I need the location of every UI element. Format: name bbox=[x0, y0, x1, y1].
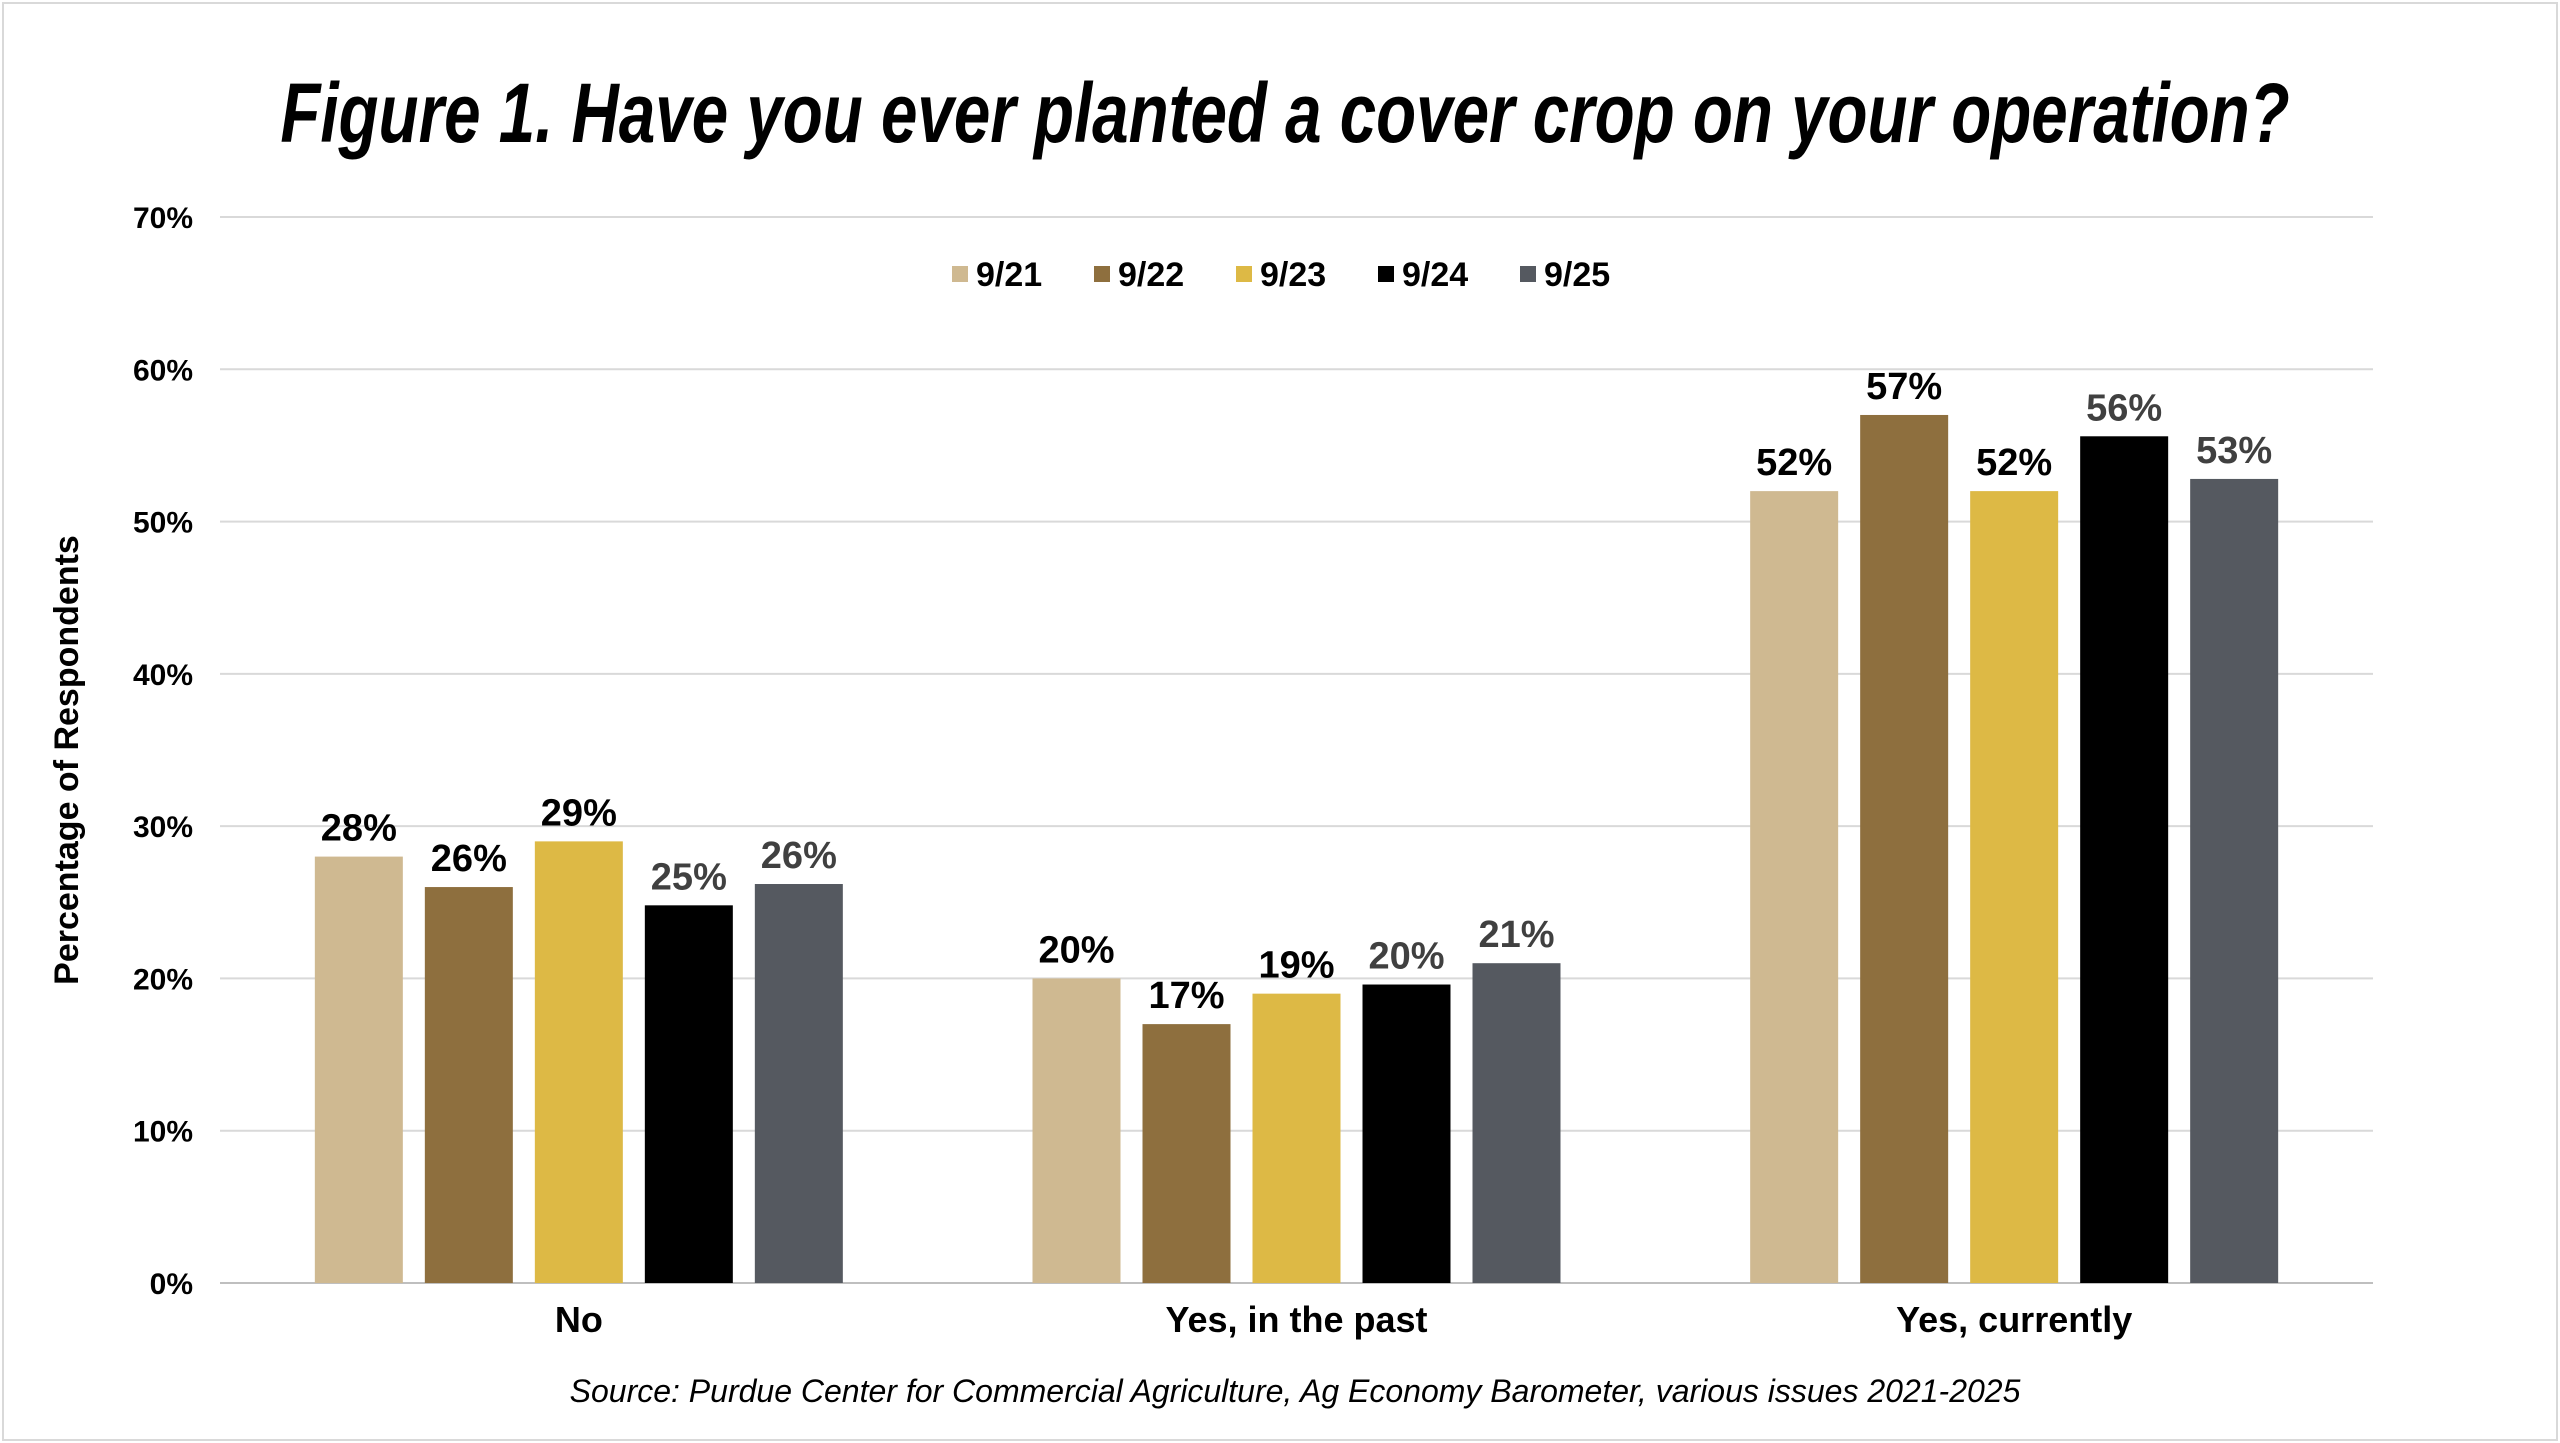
legend: 9/21 9/22 9/23 9/24 9/25 bbox=[952, 256, 1610, 294]
data-label: 52% bbox=[1976, 442, 2052, 484]
legend-swatch bbox=[1520, 266, 1536, 282]
y-tick-label: 70% bbox=[133, 202, 193, 235]
data-label: 20% bbox=[1368, 936, 1444, 978]
data-label: 56% bbox=[2086, 387, 2162, 429]
data-label: 57% bbox=[1866, 366, 1942, 408]
bar bbox=[534, 841, 623, 1283]
bar bbox=[754, 884, 843, 1283]
data-label: 52% bbox=[1756, 442, 1832, 484]
bar bbox=[644, 905, 733, 1283]
legend-label: 9/22 bbox=[1118, 256, 1184, 294]
data-label: 25% bbox=[651, 856, 727, 898]
x-category-label: No bbox=[555, 1299, 603, 1340]
data-label: 26% bbox=[431, 838, 507, 880]
bar bbox=[1252, 993, 1341, 1283]
y-tick-label: 0% bbox=[150, 1268, 193, 1301]
bar bbox=[2080, 436, 2169, 1283]
x-category-label: Yes, currently bbox=[1896, 1299, 2132, 1340]
legend-swatch bbox=[1094, 266, 1110, 282]
y-tick-label: 10% bbox=[133, 1116, 193, 1149]
bar bbox=[2190, 478, 2279, 1284]
legend-label: 9/23 bbox=[1260, 256, 1326, 294]
data-label: 21% bbox=[1478, 914, 1554, 956]
x-category-label: Yes, in the past bbox=[1165, 1299, 1427, 1340]
data-label: 53% bbox=[2196, 430, 2272, 472]
bar bbox=[1860, 414, 1949, 1283]
legend-label: 9/21 bbox=[976, 256, 1042, 294]
chart-title: Figure 1. Have you ever planted a cover … bbox=[280, 66, 2289, 160]
bar bbox=[314, 856, 403, 1283]
bar bbox=[1032, 978, 1121, 1283]
source-note: Source: Purdue Center for Commercial Agr… bbox=[570, 1373, 2021, 1409]
data-label: 17% bbox=[1148, 975, 1224, 1017]
legend-swatch bbox=[1236, 266, 1252, 282]
y-tick-label: 50% bbox=[133, 507, 193, 540]
data-label: 19% bbox=[1258, 945, 1334, 987]
bar bbox=[1750, 491, 1839, 1284]
y-tick-label: 40% bbox=[133, 659, 193, 692]
bar bbox=[1362, 984, 1451, 1283]
y-tick-label: 60% bbox=[133, 354, 193, 387]
y-axis-label: Percentage of Respondents bbox=[48, 535, 86, 985]
y-tick-label: 30% bbox=[133, 811, 193, 844]
bar bbox=[1472, 963, 1561, 1283]
bar bbox=[1970, 491, 2059, 1284]
bar bbox=[424, 887, 513, 1283]
data-label: 28% bbox=[321, 808, 397, 850]
legend-swatch bbox=[1378, 266, 1394, 282]
data-label: 20% bbox=[1038, 929, 1114, 971]
data-label: 29% bbox=[541, 792, 617, 834]
bar bbox=[1142, 1024, 1231, 1283]
y-tick-label: 20% bbox=[133, 963, 193, 996]
legend-label: 9/25 bbox=[1544, 256, 1610, 294]
data-label: 26% bbox=[761, 835, 837, 877]
legend-label: 9/24 bbox=[1402, 256, 1468, 294]
legend-swatch bbox=[952, 266, 968, 282]
